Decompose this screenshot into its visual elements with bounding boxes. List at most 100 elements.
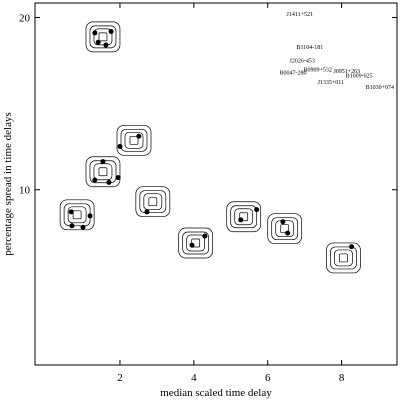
point [103, 42, 109, 48]
annotation: J1411+521 [287, 12, 314, 18]
dot [95, 39, 101, 45]
center-marker [129, 135, 139, 145]
dot [108, 29, 114, 35]
x-tick-label: 4 [191, 372, 197, 384]
point [95, 39, 101, 45]
x-axis-label: median scaled time delay [160, 387, 272, 399]
contour [93, 28, 113, 46]
y-axis-label: percentage spread in time delays [2, 112, 14, 256]
dot [144, 209, 150, 215]
point [238, 217, 244, 223]
dot [349, 244, 355, 250]
annotation: J2026-453 [290, 58, 315, 64]
dot [254, 207, 260, 213]
contour [234, 208, 254, 226]
contour [116, 124, 152, 156]
contour-group [116, 124, 152, 156]
contour [330, 246, 357, 270]
dot [69, 223, 75, 229]
point [115, 175, 121, 181]
contour [67, 206, 87, 224]
contour [85, 156, 121, 188]
center-marker [98, 167, 108, 177]
dot [92, 177, 98, 183]
plot-frame [34, 2, 398, 366]
annotation: B1009-025 [346, 74, 373, 80]
dot [68, 209, 74, 215]
point [117, 144, 123, 150]
contour [230, 205, 258, 229]
x-tick-label: 6 [265, 372, 271, 384]
contour [143, 193, 163, 211]
dot [202, 233, 208, 239]
point [202, 233, 208, 239]
center-marker [280, 224, 290, 234]
contour [135, 186, 171, 218]
annotation: J1335+011 [318, 80, 345, 86]
dot [117, 144, 123, 150]
point [108, 29, 114, 35]
dot [136, 133, 142, 139]
point [92, 177, 98, 183]
contour-group [326, 242, 361, 274]
contour [271, 217, 299, 241]
dot [238, 217, 244, 223]
contour [267, 213, 303, 245]
annotation: B0909+532 [304, 67, 332, 73]
annotation: B1030+074 [366, 85, 394, 91]
dot [106, 179, 112, 185]
point [136, 133, 142, 139]
dot [280, 219, 286, 225]
annotation: J0951+263 [333, 69, 360, 75]
point [144, 209, 150, 215]
contour [182, 231, 210, 255]
dot [100, 159, 106, 165]
contour-group [85, 21, 121, 53]
point [100, 159, 106, 165]
center-marker [339, 253, 348, 263]
point [254, 207, 260, 213]
contour [85, 21, 121, 53]
point [285, 230, 291, 236]
contour [59, 199, 95, 231]
point [80, 224, 86, 230]
dot [285, 230, 291, 236]
center-marker [148, 197, 158, 207]
dot [80, 224, 86, 230]
dot [87, 213, 93, 219]
dot [115, 175, 121, 181]
point [280, 219, 286, 225]
x-tick-label: 8 [339, 372, 345, 384]
dot [92, 30, 98, 36]
contour-group [135, 186, 171, 218]
contour [226, 201, 262, 233]
point [106, 179, 112, 185]
point [69, 223, 75, 229]
contour [334, 249, 353, 267]
center-marker [98, 32, 108, 42]
point [92, 30, 98, 36]
point [349, 244, 355, 250]
contour [139, 190, 167, 214]
contour [120, 128, 148, 152]
annotation: B0047-280 [280, 70, 307, 76]
dot [189, 242, 195, 248]
y-tick-label: 20 [19, 12, 31, 24]
point [189, 242, 195, 248]
annotation: B1104-181 [297, 45, 324, 51]
contour [326, 242, 361, 274]
point [87, 213, 93, 219]
center-marker [72, 210, 82, 220]
contour-group [226, 201, 262, 233]
contour [178, 227, 214, 259]
contour [93, 163, 113, 181]
center-marker [239, 212, 249, 222]
dot [103, 42, 109, 48]
contour [124, 131, 144, 149]
contour [89, 25, 117, 49]
contour [186, 234, 206, 252]
contour-group [267, 213, 303, 245]
contour-group [178, 227, 214, 259]
